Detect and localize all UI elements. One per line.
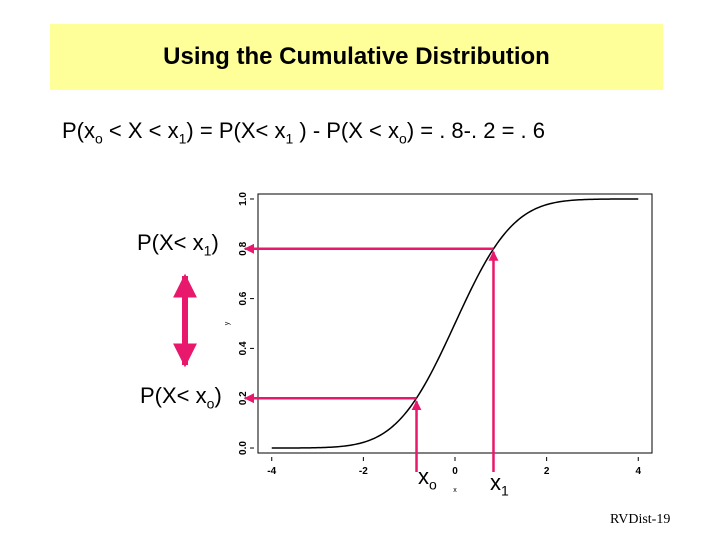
x-tick-label: -2	[359, 466, 368, 477]
p-x1-subscript: 1	[203, 242, 212, 259]
x1-text: x	[490, 470, 501, 495]
xo-subscript: o	[429, 476, 437, 493]
formula-part: ) - P(X < x	[293, 118, 400, 143]
formula-subscript: 1	[178, 130, 187, 147]
formula-subscript: o	[95, 130, 103, 147]
p-x1-text: P(X< x	[137, 230, 204, 255]
y-tick-label: 0.2	[238, 391, 249, 405]
p-xo-close: )	[214, 383, 222, 408]
p-x1-label: P(X< x1)	[137, 230, 219, 258]
slide-footer: RVDist-19	[610, 512, 671, 527]
title-box: Using the Cumulative Distribution	[50, 24, 663, 90]
p-xo-label: P(X< xo)	[140, 383, 222, 411]
formula-part: ) = P(X< x	[186, 118, 286, 143]
p-xo-subscript: o	[206, 395, 215, 412]
slide-title: Using the Cumulative Distribution	[163, 43, 550, 70]
formula-subscript: 1	[285, 130, 294, 147]
plot-frame	[257, 193, 653, 454]
formula-part: ) = . 8-. 2 = . 6	[406, 118, 545, 143]
xo-text: x	[418, 464, 429, 489]
y-tick-label: 0.0	[238, 441, 249, 455]
y-axis-label: y	[224, 321, 231, 325]
x-axis-label: x	[453, 487, 457, 494]
x-tick-label: 4	[635, 466, 641, 477]
x-tick-label: 0	[452, 466, 458, 477]
y-tick-label: 0.4	[238, 341, 249, 355]
formula-subscript: o	[399, 130, 407, 147]
p-xo-text: P(X< x	[140, 383, 207, 408]
p-x1-close: )	[211, 230, 219, 255]
formula-part: P(x	[62, 118, 95, 143]
formula-part: < X < x	[102, 118, 179, 143]
x1-subscript: 1	[501, 482, 509, 499]
probability-formula: P(xo < X < x1) = P(X< x1 ) - P(X < xo) =…	[62, 118, 545, 146]
y-tick-label: 0.6	[238, 291, 249, 305]
cdf-curve	[271, 198, 639, 449]
y-tick-label: 0.8	[238, 241, 249, 255]
y-tick-label: 1.0	[238, 192, 249, 206]
x-tick-label: -4	[267, 466, 276, 477]
xo-marker-label: xo	[418, 464, 437, 492]
x1-marker-label: x1	[490, 470, 509, 498]
x-tick-label: 2	[544, 466, 550, 477]
